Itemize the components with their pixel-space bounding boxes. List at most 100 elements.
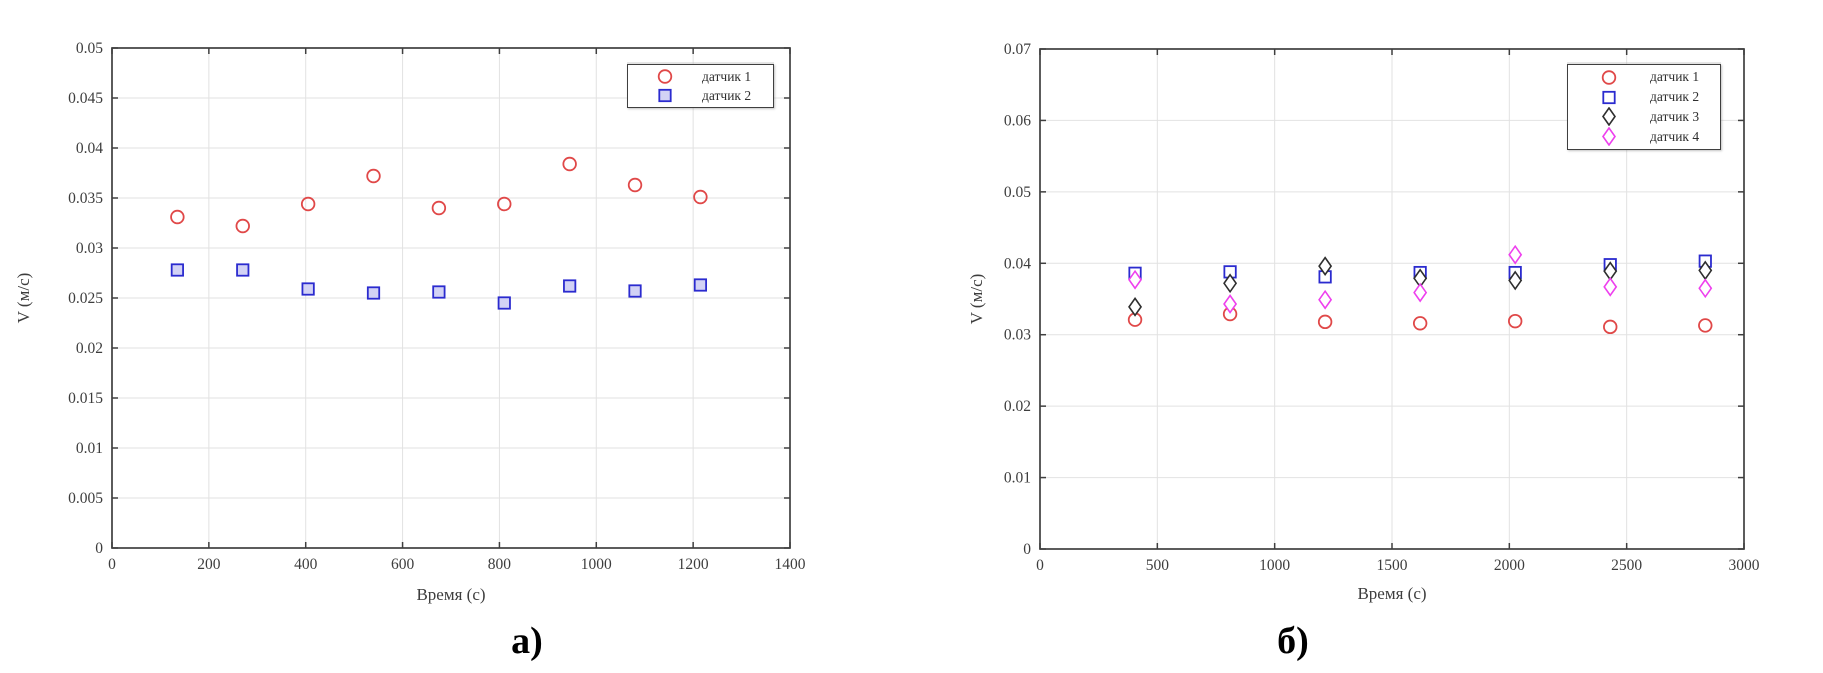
legend-item: датчик 2 [628,86,773,105]
data-point [366,168,381,184]
chart-a-legend: датчик 1 датчик 2 [627,64,774,108]
legend-label: датчик 3 [1650,108,1700,124]
chart-a-xtick-label: 800 [488,556,512,573]
data-point [366,286,381,300]
chart-a-ytick-label: 0.02 [76,340,103,357]
chart-b-xtick-label: 2000 [1494,557,1525,574]
legend-marker-diamond-icon [1568,127,1650,147]
data-point [1508,270,1523,291]
data-point [628,284,642,298]
chart-a-ytick-label: 0.03 [76,240,103,257]
chart-a-ytick-label: 0 [95,540,103,557]
chart-b-xtick-label: 500 [1146,557,1170,574]
chart-b-ytick-label: 0.05 [1004,184,1031,201]
data-point [562,156,577,172]
chart-a-plot: 0 200 400 600 800 1000 1200 1400 0 0.005 0.01 0.015… [68,40,806,573]
data-point [432,285,446,299]
data-point [1698,278,1713,299]
diamond-icon [1602,127,1616,147]
legend-item: датчик 1 [628,67,773,86]
chart-b-ytick-label: 0.04 [1004,255,1031,272]
data-point [1601,70,1617,85]
legend-marker-circle-icon [628,67,702,86]
data-point [170,209,185,225]
chart-a-xtick-label: 200 [197,556,221,573]
chart-a-xtick-label: 1400 [775,556,806,573]
chart-b-ylabel: V (м/с) [967,273,986,325]
chart-b-caption: б) [1277,620,1309,662]
data-point [1318,289,1333,310]
data-point [1412,316,1428,331]
chart-a-ylabel: V (м/с) [14,272,33,324]
legend-marker-square-icon [628,86,702,105]
legend-label: датчик 2 [1650,89,1700,105]
chart-b-ticks [1039,48,1745,550]
chart-a-series-1 [170,156,708,234]
square-icon [1602,90,1616,104]
chart-b-series-1 [1127,306,1713,335]
chart-a-ytick-label: 0.025 [68,290,103,307]
chart-b-ytick-label: 0.02 [1004,398,1031,415]
chart-a-caption: а) [511,620,543,662]
legend-item: датчик 4 [1568,127,1720,147]
chart-b-ytick-label: 0.01 [1004,470,1031,487]
data-point [627,177,643,193]
chart-b-tick-labels: 0 500 1000 1500 2000 2500 3000 0 0.01 0.02 0.03 0.0… [1004,41,1760,574]
data-point [1603,276,1618,297]
data-point [1318,256,1333,277]
chart-a-grid [112,48,790,548]
legend-label: датчик 4 [1650,128,1700,144]
chart-a-ytick-label: 0.005 [68,490,103,507]
data-point [1507,313,1523,329]
chart-a-series-2 [170,263,708,310]
legend-marker-diamond-icon [1568,107,1650,127]
data-point [300,196,316,212]
data-point [1603,319,1618,335]
chart-b-ytick-label: 0 [1023,541,1031,558]
chart-a-xlabel: Время (с) [416,585,486,604]
square-icon [658,88,672,103]
data-point [1223,273,1238,294]
chart-b-xtick-label: 1000 [1259,557,1290,574]
data-point [563,279,577,293]
data-point [497,296,511,310]
chart-b-legend: датчик 1 датчик 2 датчик 3 датчик 4 [1567,64,1721,150]
data-point [497,196,512,212]
chart-b-xlabel: Время (с) [1357,584,1427,603]
data-point [1317,314,1333,330]
data-point [236,263,250,277]
data-point [1508,244,1523,265]
data-point [235,218,250,234]
legend-label: датчик 1 [702,68,752,84]
chart-b-xtick-label: 1500 [1377,557,1408,574]
chart-b-xtick-label: 2500 [1611,557,1642,574]
chart-a-ytick-label: 0.035 [68,190,103,207]
chart-b-series-4 [1128,244,1713,314]
chart-b-xtick-label: 0 [1036,557,1044,574]
data-point [1602,127,1616,147]
chart-a-ytick-label: 0.05 [76,40,103,57]
chart-b-ytick-label: 0.07 [1004,41,1031,58]
chart-a-ticks [111,47,791,549]
chart-a-ytick-label: 0.015 [68,390,103,407]
data-point [1128,269,1143,290]
data-point [658,88,672,103]
chart-a-xtick-label: 400 [294,556,318,573]
chart-a-ytick-label: 0.01 [76,440,103,457]
circle-icon [1601,70,1617,85]
data-point [693,278,708,292]
chart-b-plot: 0 500 1000 1500 2000 2500 3000 0 0.01 0.02 0.03 0.0… [1004,41,1760,574]
legend-item: датчик 1 [1568,68,1720,87]
chart-a-xtick-label: 1200 [678,556,709,573]
chart-a-ytick-label: 0.045 [68,90,103,107]
data-point [431,200,447,216]
chart-b-xtick-label: 3000 [1729,557,1760,574]
chart-a-ytick-label: 0.04 [76,140,103,157]
legend-marker-circle-icon [1568,68,1650,87]
legend-label: датчик 1 [1650,69,1700,85]
chart-a-xtick-label: 0 [108,556,116,573]
data-point [1602,107,1616,127]
data-point [1602,90,1616,104]
chart-b-ytick-label: 0.06 [1004,112,1031,129]
